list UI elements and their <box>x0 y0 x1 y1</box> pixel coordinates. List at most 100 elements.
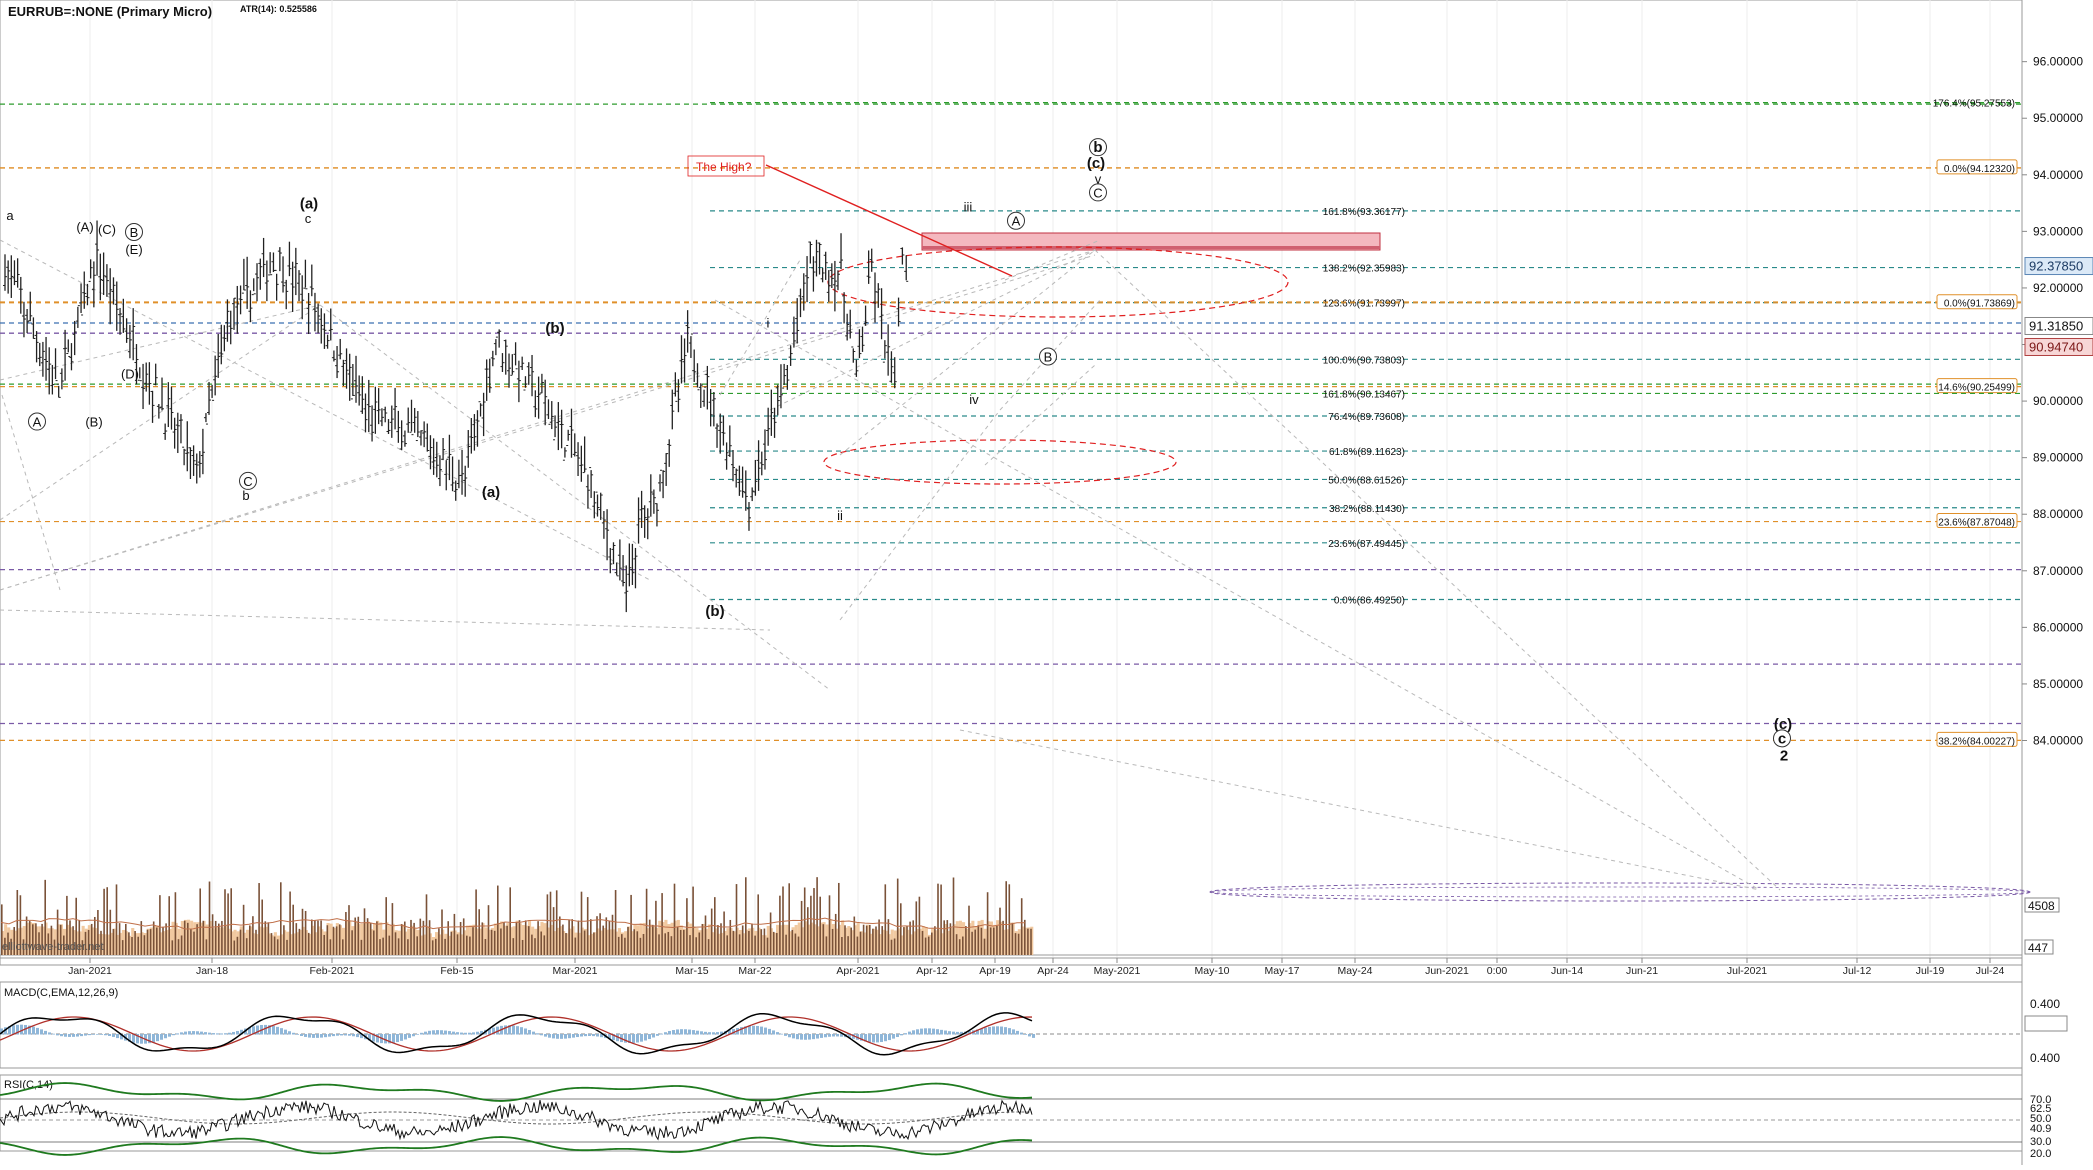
volume-bar <box>301 908 304 955</box>
volume-bar <box>710 908 713 955</box>
zones <box>823 232 2031 902</box>
macd-hist-bar <box>784 1034 787 1036</box>
volume-bar <box>69 920 71 955</box>
macd-hist-bar <box>220 1033 223 1035</box>
fib-label: 138.2%(92.35983) <box>1323 264 1405 275</box>
wave-label: i <box>767 316 770 331</box>
volume-bar <box>90 923 93 955</box>
ohlc-bar <box>543 379 548 426</box>
volume-bar <box>7 932 9 955</box>
ohlc-bar <box>131 308 136 361</box>
fib-label: 100.0%(90.73803) <box>1323 355 1405 366</box>
macd-hist-bar <box>272 1025 275 1035</box>
volume-bar <box>686 898 688 955</box>
date-tick-label: Jun-2021 <box>1425 965 1469 977</box>
volume-bar <box>980 927 983 955</box>
volume-bar <box>208 881 211 955</box>
macd-hist-bar <box>744 1026 747 1035</box>
wave-label: (A) <box>76 219 93 234</box>
volume-bar <box>121 940 124 955</box>
volume-bar <box>373 930 375 955</box>
ohlc-bar <box>319 308 324 344</box>
volume-bar <box>335 926 338 955</box>
volume-bar <box>447 921 449 955</box>
volume-bar <box>348 905 350 955</box>
macd-hist-bar <box>580 1034 583 1037</box>
ohlc-bar <box>261 237 266 278</box>
macd-hist-bar <box>1032 1034 1035 1038</box>
volume-bar <box>717 925 719 955</box>
ohlc-bar <box>284 279 289 310</box>
macd-hist-bar <box>748 1025 751 1035</box>
volume-bar <box>314 920 316 955</box>
macd-hist-bar <box>48 1032 51 1035</box>
wave-label: v <box>1095 171 1102 186</box>
volume-bar <box>416 936 418 955</box>
volume-bar <box>497 885 499 955</box>
ohlc-bar <box>705 365 710 410</box>
macd-hist-bar <box>708 1032 711 1035</box>
date-tick-label: Mar-22 <box>738 965 771 977</box>
ohlc-bar <box>520 356 525 371</box>
wave-label: (c) <box>1774 716 1792 733</box>
macd-hist-bar <box>760 1026 763 1035</box>
wave-text: iv <box>969 392 979 407</box>
wave-text: B <box>130 225 139 240</box>
volume-bar <box>540 931 542 955</box>
ohlc-bar <box>785 365 790 390</box>
channel-line <box>984 364 1096 466</box>
volume-bar <box>270 933 273 955</box>
macd-hist-bar <box>1012 1029 1015 1035</box>
macd-hist-bar <box>384 1034 387 1044</box>
ohlc-bar <box>798 288 803 318</box>
macd-hist-bar <box>236 1030 239 1035</box>
volume-bar <box>1024 919 1026 955</box>
volume-bar <box>509 887 511 955</box>
volume-bar <box>292 904 294 955</box>
volume-bar <box>546 894 549 955</box>
macd-hist-bar <box>88 1034 91 1036</box>
macd-hist-bar <box>188 1031 191 1035</box>
volume-bar <box>205 939 208 955</box>
ohlc-bar <box>222 325 227 352</box>
macd-hist-bar <box>1000 1026 1003 1035</box>
volume-bar <box>664 933 666 955</box>
volume-bar <box>28 921 31 955</box>
volume-bar <box>704 915 707 955</box>
ohlc-bar <box>248 290 253 323</box>
macd-hist-bar <box>444 1030 447 1035</box>
volume-bar <box>602 925 604 955</box>
ohlc-bar <box>472 414 477 451</box>
macd-hist-bar <box>428 1030 431 1035</box>
volume-bar <box>81 940 84 955</box>
ohlc-bar <box>44 336 49 381</box>
volume-bar <box>865 925 868 955</box>
macd-hist-bar <box>448 1031 451 1035</box>
macd-hist-bar <box>120 1034 123 1040</box>
macd-hist-bar <box>108 1034 111 1036</box>
macd-hist-bar <box>436 1030 439 1035</box>
date-tick-label: Jan-2021 <box>68 965 112 977</box>
ohlc-bar <box>863 305 868 326</box>
volume-bar <box>10 938 12 955</box>
volume-bar <box>376 921 378 955</box>
macd-hist-bar <box>952 1031 955 1035</box>
rsi-label: RSI(C,14) <box>4 1079 53 1091</box>
channel-line <box>714 299 1761 891</box>
volume-bar <box>441 909 443 955</box>
wave-circle <box>1773 729 1791 748</box>
wave-circle <box>1089 183 1107 202</box>
ohlc-bar <box>530 354 535 397</box>
macd-hist-bar <box>1024 1034 1027 1035</box>
wave-annotations: The High?a(A) (C) B(E)(D)A (B)(a)cCb(b)(a)(… <box>6 138 1792 764</box>
volume-bar <box>549 891 552 955</box>
ohlc-bar <box>507 353 512 388</box>
macd-hist-bar <box>668 1030 671 1035</box>
volume-bar <box>1008 884 1011 955</box>
volume-bar <box>183 920 186 955</box>
ohlc-bar <box>572 433 577 457</box>
volume-bar <box>875 926 877 955</box>
ohlc-bar <box>639 490 644 528</box>
volume-bar <box>825 936 828 955</box>
volume-bar <box>757 894 759 955</box>
